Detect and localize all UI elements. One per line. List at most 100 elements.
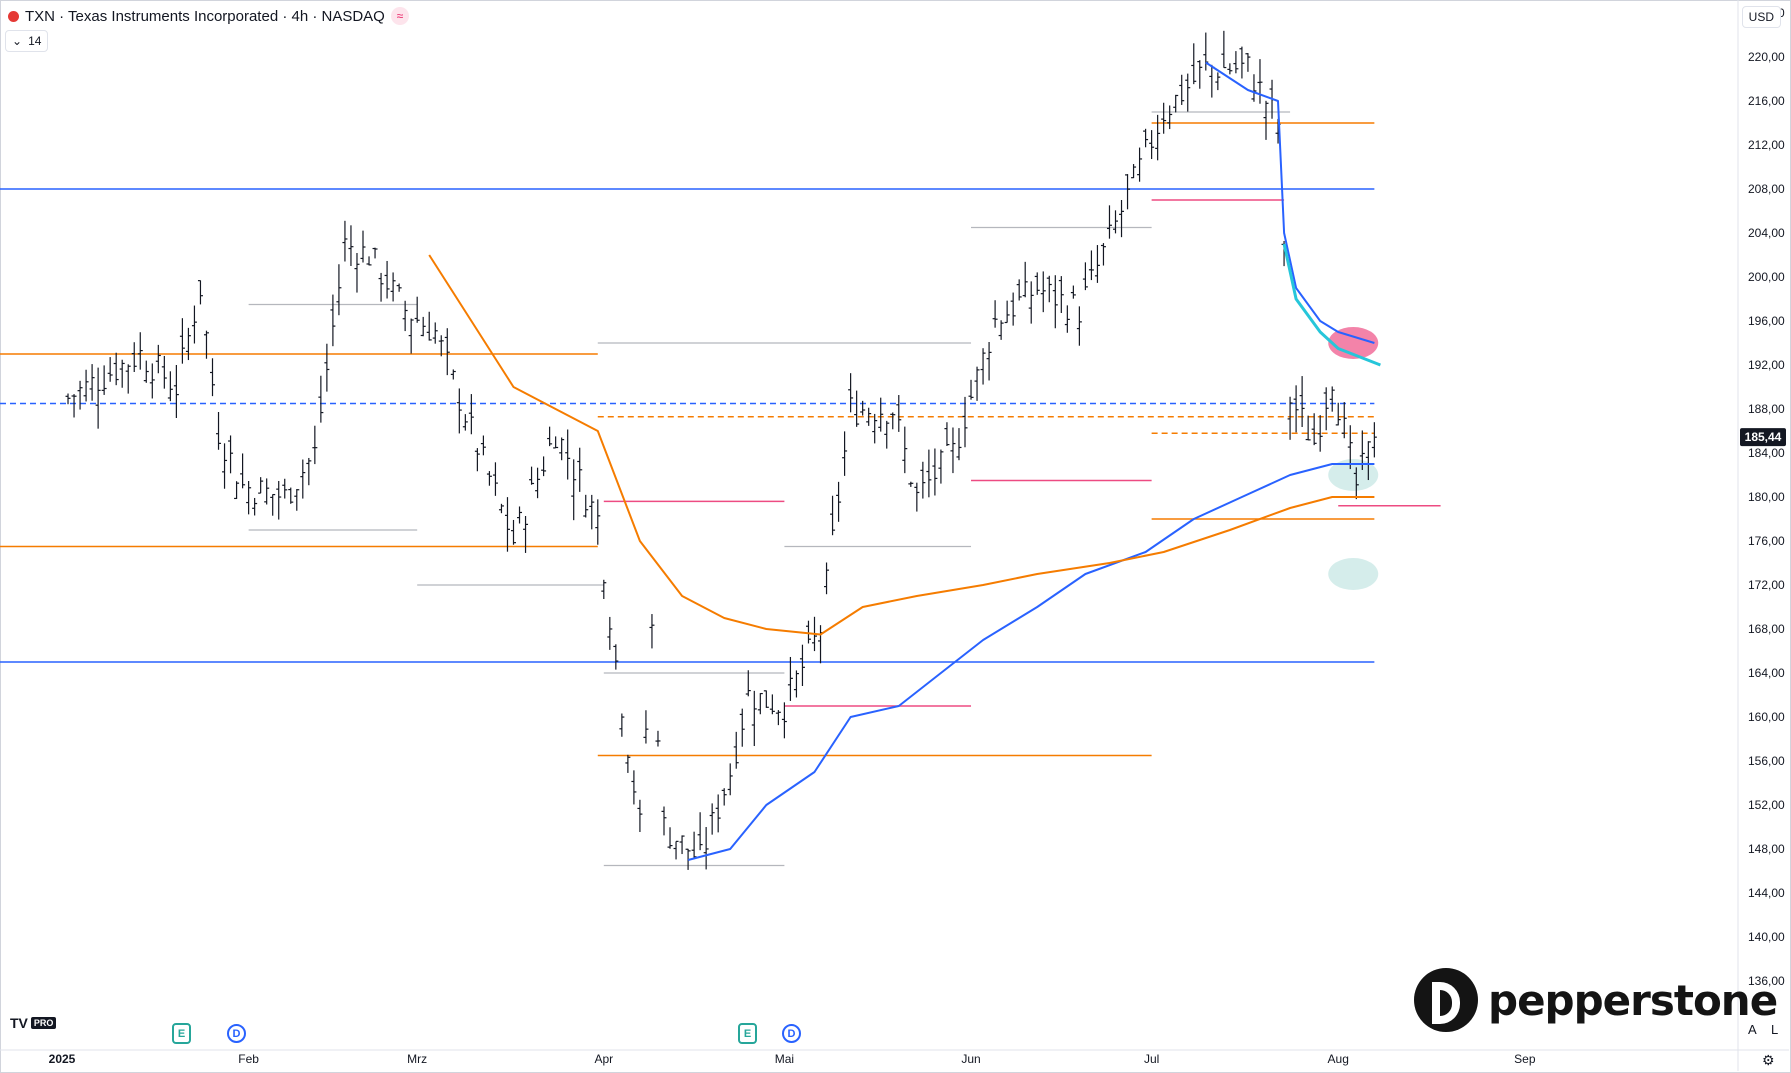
price-bar[interactable] — [1173, 94, 1179, 113]
price-bar[interactable] — [824, 562, 830, 595]
price-bar[interactable] — [1185, 73, 1191, 112]
price-bar[interactable] — [216, 412, 222, 450]
price-bar[interactable] — [1311, 413, 1317, 446]
price-bar[interactable] — [866, 407, 872, 426]
blue-moving-average[interactable] — [687, 463, 1375, 861]
price-bar[interactable] — [697, 812, 703, 851]
chevron-down-icon[interactable]: ⌄ — [12, 34, 23, 48]
price-bar[interactable] — [511, 519, 516, 545]
price-bar[interactable] — [565, 429, 571, 480]
price-bar[interactable] — [210, 358, 215, 397]
price-bar[interactable] — [739, 708, 745, 747]
price-bar[interactable] — [1022, 261, 1028, 298]
price-bar[interactable] — [703, 827, 709, 870]
price-bar[interactable] — [932, 448, 938, 496]
price-bar[interactable] — [1100, 243, 1106, 266]
price-bar[interactable] — [986, 341, 992, 381]
price-bar[interactable] — [240, 453, 246, 489]
price-bar[interactable] — [1335, 402, 1341, 426]
price-bar[interactable] — [1113, 210, 1118, 234]
price-bar[interactable] — [1329, 386, 1335, 412]
price-bar[interactable] — [763, 690, 769, 708]
price-bar[interactable] — [745, 670, 751, 697]
price-bar[interactable] — [1233, 51, 1239, 74]
settings-gear-icon[interactable]: ⚙ — [1762, 1052, 1775, 1068]
price-bar[interactable] — [787, 656, 793, 701]
price-bar[interactable] — [228, 435, 234, 474]
price-bar[interactable] — [474, 448, 480, 472]
price-bar[interactable] — [342, 220, 348, 262]
price-bar[interactable] — [1137, 147, 1143, 182]
price-bar[interactable] — [282, 478, 288, 499]
projection-line[interactable] — [1282, 243, 1381, 367]
price-bar[interactable] — [547, 426, 553, 447]
price-bar[interactable] — [601, 579, 607, 600]
price-bar[interactable] — [661, 806, 667, 836]
price-bar[interactable] — [571, 459, 577, 521]
price-bar[interactable] — [896, 395, 902, 432]
price-bar[interactable] — [1149, 130, 1155, 160]
price-bar[interactable] — [402, 300, 408, 332]
price-bar[interactable] — [390, 272, 396, 302]
price-bar[interactable] — [294, 489, 300, 511]
price-bar[interactable] — [306, 457, 312, 486]
price-bar[interactable] — [234, 481, 240, 500]
price-bar[interactable] — [818, 625, 824, 664]
price-bar[interactable] — [408, 318, 414, 354]
price-bar[interactable] — [270, 493, 276, 516]
price-bar[interactable] — [414, 296, 420, 323]
price-bar[interactable] — [595, 499, 601, 545]
price-bar[interactable] — [83, 369, 89, 402]
price-bar[interactable] — [1058, 276, 1064, 313]
blue-moving-average[interactable] — [1205, 61, 1375, 344]
price-bar[interactable] — [1239, 46, 1245, 79]
price-bar[interactable] — [330, 294, 336, 347]
price-bar[interactable] — [715, 794, 721, 833]
price-bar[interactable] — [336, 264, 342, 316]
price-bar[interactable] — [1245, 53, 1251, 72]
price-bar[interactable] — [348, 225, 354, 266]
price-bar[interactable] — [444, 328, 450, 376]
price-bar[interactable] — [300, 459, 306, 499]
price-bar[interactable] — [733, 731, 739, 769]
price-bar[interactable] — [318, 375, 324, 423]
price-bar[interactable] — [1082, 262, 1088, 291]
price-bar[interactable] — [890, 412, 896, 430]
price-bar[interactable] — [926, 449, 932, 498]
price-bar[interactable] — [830, 495, 836, 536]
price-bar[interactable] — [203, 330, 209, 359]
price-bar[interactable] — [836, 481, 842, 522]
price-bar[interactable] — [589, 494, 595, 530]
price-bar[interactable] — [438, 335, 444, 357]
dividend-marker[interactable]: D — [227, 1024, 246, 1043]
price-bar[interactable] — [1221, 30, 1227, 69]
price-bar[interactable] — [1305, 415, 1311, 441]
price-bar[interactable] — [980, 348, 986, 385]
price-bar[interactable] — [119, 359, 125, 388]
price-bar[interactable] — [1197, 60, 1203, 89]
price-bar[interactable] — [1143, 128, 1149, 148]
auto-scale-button[interactable]: A — [1748, 1022, 1757, 1037]
price-bar[interactable] — [1161, 102, 1167, 134]
price-bar[interactable] — [426, 311, 432, 341]
price-bar[interactable] — [486, 471, 492, 486]
price-bar[interactable] — [1125, 174, 1131, 210]
price-bar[interactable] — [631, 770, 637, 805]
price-bar[interactable] — [727, 763, 733, 796]
price-bar[interactable] — [107, 357, 113, 382]
price-bar[interactable] — [1227, 63, 1233, 75]
price-bar[interactable] — [167, 371, 173, 402]
price-bar[interactable] — [1287, 396, 1293, 440]
price-bar[interactable] — [1179, 74, 1185, 105]
price-bar[interactable] — [535, 467, 541, 499]
price-bar[interactable] — [143, 360, 149, 383]
price-bar[interactable] — [1064, 305, 1070, 333]
price-bar[interactable] — [95, 367, 101, 429]
price-bar[interactable] — [1167, 105, 1173, 130]
price-bar[interactable] — [1341, 402, 1347, 439]
price-bar[interactable] — [113, 352, 119, 386]
price-bar[interactable] — [944, 422, 950, 446]
price-bar[interactable] — [878, 397, 884, 432]
price-bar[interactable] — [366, 256, 372, 266]
price-bar[interactable] — [613, 644, 619, 670]
